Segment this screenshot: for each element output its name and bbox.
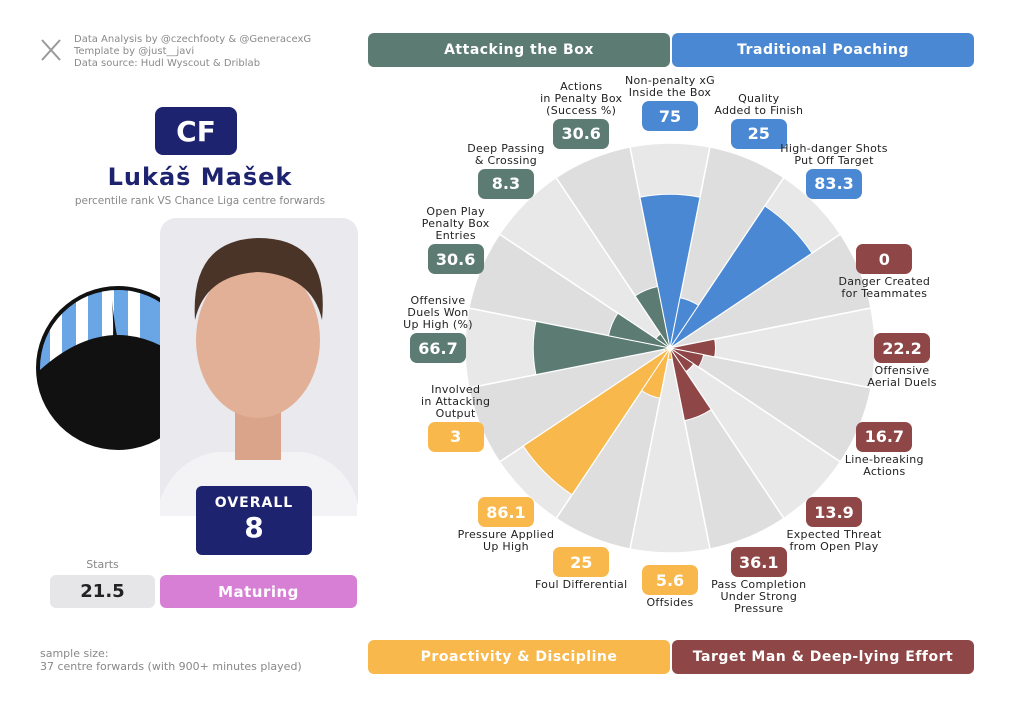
value-box: 3 — [427, 421, 484, 452]
starts-value: 21.5 — [50, 575, 155, 608]
category-label: Involved in Attacking Output — [421, 382, 491, 420]
slice-value — [532, 320, 671, 376]
value-box: 86.1 — [477, 497, 534, 528]
value-box: 25 — [553, 547, 610, 578]
slice-value — [669, 347, 705, 368]
group-header: Attacking the Box — [368, 33, 670, 67]
status-badge: Maturing — [160, 575, 357, 608]
value-box: 75 — [642, 101, 698, 131]
value-box: 8.3 — [477, 168, 534, 199]
slice-value — [669, 205, 813, 349]
slice-value — [522, 347, 671, 496]
category-label: Foul Differential — [534, 578, 628, 592]
subtitle: percentile rank VS Chance Liga centre fo… — [74, 195, 326, 207]
category-label: Pressure Applied Up High — [457, 528, 555, 554]
position-badge: CF — [155, 107, 237, 155]
value-box: 13.9 — [806, 497, 863, 528]
category-label: Danger Created for Teammates — [838, 275, 931, 301]
category-label: Quality Added to Finish — [714, 91, 804, 117]
category-label: Pass Completion Under Strong Pressure — [711, 578, 807, 616]
overall-value: 8 — [244, 511, 264, 544]
value-box: 22.2 — [874, 333, 930, 363]
value-box: 66.7 — [410, 333, 466, 363]
value-box: 16.7 — [856, 421, 913, 452]
slice-value — [607, 312, 671, 349]
slice-value — [669, 347, 712, 422]
club-logo — [36, 286, 200, 450]
category-label: Offensive Aerial Duels — [867, 364, 937, 389]
slice-value — [639, 193, 701, 349]
credit-line: Data Analysis by @czechfooty & @Generace… — [74, 34, 312, 45]
group-header: Proactivity & Discipline — [368, 640, 670, 674]
category-label: Non-penalty xG Inside the Box — [625, 74, 715, 99]
category-label: Offensive Duels Won Up High (%) — [403, 294, 473, 331]
category-label: Expected Threat from Open Play — [786, 528, 882, 554]
player-name: Lukáš Mašek — [107, 163, 293, 191]
value-box: 30.6 — [427, 244, 484, 275]
overall-label: OVERALL — [214, 495, 294, 511]
value-box: 83.3 — [806, 168, 863, 199]
category-label: Open Play Penalty Box Entries — [421, 205, 490, 243]
category-label: High-danger Shots Put Off Target — [780, 141, 888, 167]
category-label: Offsides — [646, 596, 694, 609]
credits: Data Analysis by @czechfooty & @Generace… — [74, 34, 311, 70]
slice-value — [663, 347, 671, 353]
slice-value — [669, 338, 717, 358]
credit-line: Data source: Hudl Wyscout & Driblab — [74, 58, 261, 69]
value-box: 25 — [730, 118, 787, 149]
category-label: Actions in Penalty Box (Success %) — [540, 79, 623, 117]
category-label: Deep Passing & Crossing — [467, 141, 545, 167]
x-logo — [41, 39, 61, 61]
category-label: Line-breaking Actions — [844, 452, 924, 478]
value-box: 30.6 — [553, 118, 610, 149]
overall-box: OVERALL 8 — [196, 486, 312, 555]
credit-line: Template by @just__javi — [74, 46, 195, 57]
value-box: 5.6 — [642, 565, 698, 595]
value-box: 0 — [856, 244, 913, 275]
sample-size: sample size: 37 centre forwards (with 90… — [40, 647, 302, 673]
group-header: Target Man & Deep-lying Effort — [672, 640, 974, 674]
value-box: 36.1 — [730, 547, 787, 578]
starts-label: Starts — [86, 558, 119, 571]
group-header: Traditional Poaching — [672, 33, 974, 67]
